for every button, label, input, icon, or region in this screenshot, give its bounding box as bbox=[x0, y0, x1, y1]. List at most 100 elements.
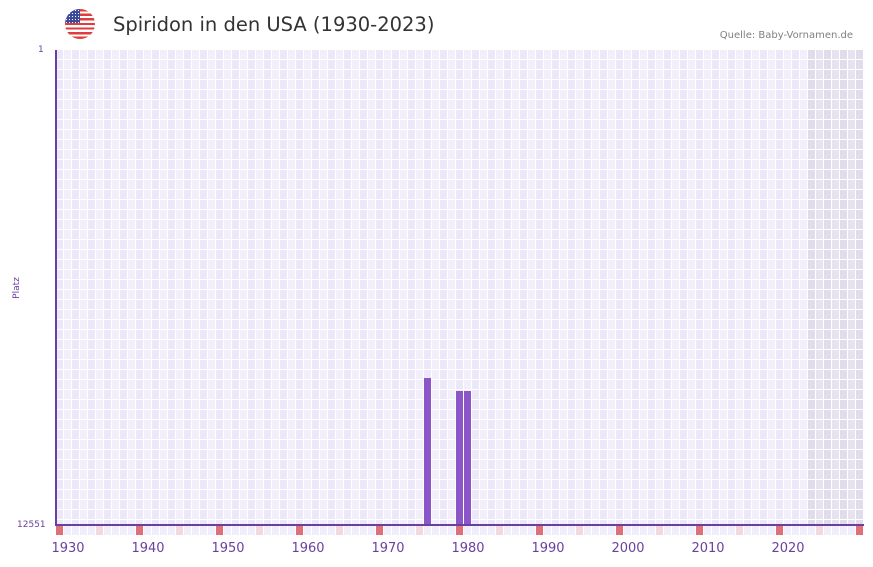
grid-column bbox=[712, 50, 720, 525]
grid-column bbox=[768, 50, 776, 525]
grid-column bbox=[856, 50, 864, 525]
year-marker bbox=[424, 526, 432, 535]
year-marker bbox=[808, 526, 816, 535]
year-marker bbox=[80, 526, 88, 535]
year-marker bbox=[816, 526, 824, 535]
year-marker bbox=[192, 526, 200, 535]
rank-bar-1978[interactable] bbox=[456, 390, 463, 525]
year-marker bbox=[488, 526, 496, 535]
x-tick-label: 1950 bbox=[211, 541, 245, 556]
year-marker bbox=[152, 526, 160, 535]
year-marker bbox=[376, 526, 384, 535]
x-tick-label: 1930 bbox=[51, 541, 85, 556]
grid-column bbox=[664, 50, 672, 525]
grid-column bbox=[384, 50, 392, 525]
grid-column bbox=[728, 50, 736, 525]
year-marker bbox=[840, 526, 848, 535]
grid-column bbox=[848, 50, 856, 525]
grid-column bbox=[760, 50, 768, 525]
year-marker bbox=[448, 526, 456, 535]
grid-column bbox=[320, 50, 328, 525]
grid-column bbox=[624, 50, 632, 525]
year-marker bbox=[256, 526, 264, 535]
year-marker bbox=[336, 526, 344, 535]
year-marker bbox=[616, 526, 624, 535]
grid-column bbox=[832, 50, 840, 525]
grid-column bbox=[400, 50, 408, 525]
year-marker bbox=[320, 526, 328, 535]
year-marker bbox=[464, 526, 472, 535]
grid-column bbox=[360, 50, 368, 525]
grid-column bbox=[744, 50, 752, 525]
x-tick-label: 2010 bbox=[691, 541, 725, 556]
year-marker bbox=[592, 526, 600, 535]
grid-column bbox=[192, 50, 200, 525]
year-marker bbox=[752, 526, 760, 535]
year-marker bbox=[776, 526, 784, 535]
year-marker bbox=[368, 526, 376, 535]
year-marker bbox=[664, 526, 672, 535]
grid-column bbox=[464, 50, 472, 525]
grid-column bbox=[64, 50, 72, 525]
grid-column bbox=[352, 50, 360, 525]
year-marker bbox=[136, 526, 144, 535]
grid-column bbox=[96, 50, 104, 525]
us-flag-icon bbox=[65, 9, 95, 39]
year-marker bbox=[696, 526, 704, 535]
grid-column bbox=[184, 50, 192, 525]
year-marker bbox=[88, 526, 96, 535]
year-marker bbox=[280, 526, 288, 535]
y-axis-title: Platz bbox=[12, 277, 22, 299]
grid-column bbox=[792, 50, 800, 525]
year-marker bbox=[96, 526, 104, 535]
year-marker bbox=[208, 526, 216, 535]
year-marker bbox=[272, 526, 280, 535]
source-label: Quelle: Baby-Vornamen.de bbox=[719, 30, 853, 41]
rank-bar-1974[interactable] bbox=[424, 378, 431, 525]
grid-column bbox=[552, 50, 560, 525]
year-marker bbox=[360, 526, 368, 535]
year-marker bbox=[832, 526, 840, 535]
year-marker bbox=[848, 526, 856, 535]
grid-column bbox=[152, 50, 160, 525]
grid-column bbox=[280, 50, 288, 525]
year-marker bbox=[328, 526, 336, 535]
plot-area bbox=[56, 50, 864, 525]
year-marker bbox=[296, 526, 304, 535]
year-marker bbox=[120, 526, 128, 535]
grid-column bbox=[112, 50, 120, 525]
grid-column bbox=[80, 50, 88, 525]
year-marker bbox=[232, 526, 240, 535]
grid-column bbox=[224, 50, 232, 525]
year-marker bbox=[72, 526, 80, 535]
grid-column bbox=[616, 50, 624, 525]
year-marker bbox=[176, 526, 184, 535]
rank-bar-1979[interactable] bbox=[464, 390, 471, 525]
grid-column bbox=[656, 50, 664, 525]
year-marker bbox=[560, 526, 568, 535]
grid-column bbox=[824, 50, 832, 525]
x-tick-label: 2020 bbox=[771, 541, 805, 556]
grid-column bbox=[784, 50, 792, 525]
year-marker bbox=[632, 526, 640, 535]
year-marker bbox=[64, 526, 72, 535]
grid-column bbox=[456, 50, 464, 525]
chart-title: Spiridon in den USA (1930-2023) bbox=[113, 13, 435, 36]
year-marker bbox=[600, 526, 608, 535]
year-marker bbox=[760, 526, 768, 535]
year-marker bbox=[800, 526, 808, 535]
grid-column bbox=[584, 50, 592, 525]
grid-column bbox=[296, 50, 304, 525]
year-marker bbox=[728, 526, 736, 535]
year-marker bbox=[480, 526, 488, 535]
grid-column bbox=[344, 50, 352, 525]
grid-column bbox=[536, 50, 544, 525]
year-marker bbox=[584, 526, 592, 535]
year-marker bbox=[112, 526, 120, 535]
year-marker bbox=[416, 526, 424, 535]
year-marker bbox=[56, 526, 64, 535]
grid-column bbox=[720, 50, 728, 525]
year-marker bbox=[240, 526, 248, 535]
year-marker bbox=[472, 526, 480, 535]
grid-column bbox=[304, 50, 312, 525]
